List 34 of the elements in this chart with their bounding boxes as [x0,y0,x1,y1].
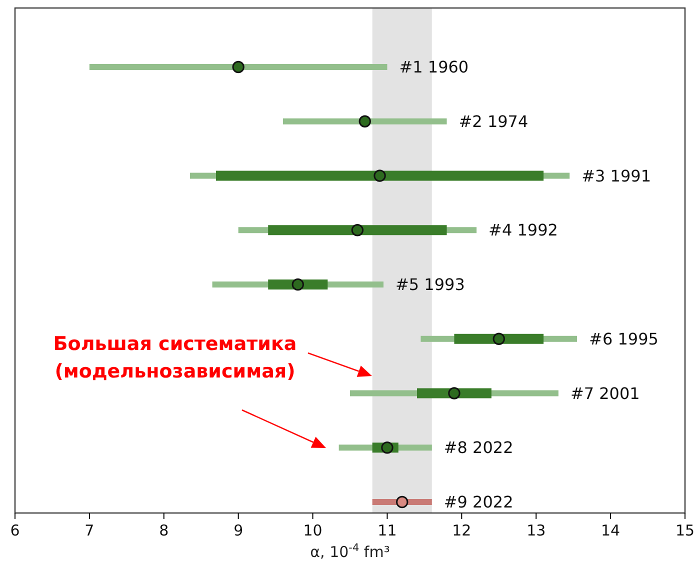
point [448,387,460,400]
point [358,115,371,128]
bar [268,225,447,236]
x-tick-label: 6 [10,522,20,540]
y-tick-label: #7 2001 [570,384,640,403]
x-tick-label: 13 [526,522,546,540]
x-tick-label: 11 [378,522,397,540]
x-axis-title: α, 10$^{-4}$ fm³ [310,542,390,561]
bar [216,170,544,181]
x-tick-label: 9 [234,522,244,540]
y-tick-label: #4 1992 [488,220,558,240]
x-tick-label: 14 [601,522,620,540]
x-tick-label: 15 [675,522,695,540]
y-tick-label: #8 2022 [444,438,514,458]
bar [89,64,388,70]
x-tick-label: 8 [159,522,169,540]
point [232,60,244,74]
x-tick-label: 12 [452,522,472,540]
y-tick-label: #2 1974 [458,112,528,131]
y-tick-label: #9 2022 [444,492,514,512]
point [381,442,394,454]
y-tick-label: #5 1993 [396,275,465,294]
point [396,496,408,508]
y-tick-label: #6 1995 [589,329,658,348]
point [374,170,386,182]
x-tick-label: 10 [303,522,322,540]
x-tick-label: 7 [84,522,94,540]
y-tick-label: #3 1991 [582,166,651,186]
annotation: Большая систематика (модельнозависимая) [53,333,297,383]
point [351,224,364,236]
point [292,278,304,291]
point [492,332,505,345]
bar [283,118,447,124]
y-tick-label: #1 1960 [399,58,469,77]
